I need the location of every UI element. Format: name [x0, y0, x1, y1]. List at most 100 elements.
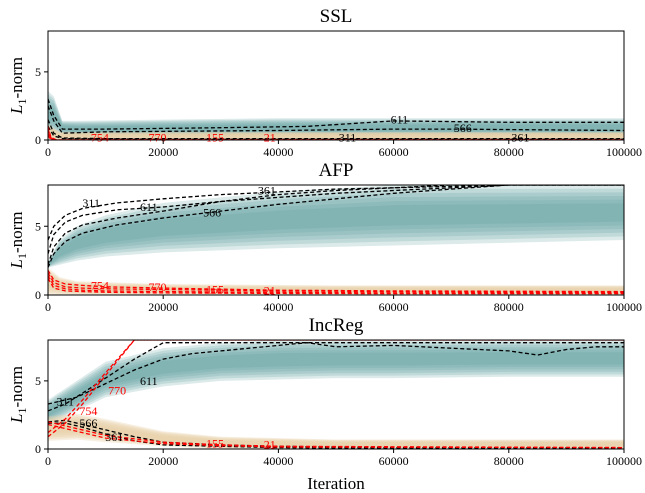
band-1-layer-3	[48, 418, 624, 448]
band-0-layer-1	[48, 188, 624, 268]
plot-area	[48, 90, 624, 140]
plot-area	[48, 340, 624, 449]
band-0-layer-3	[48, 99, 624, 135]
panel-ssl: 611 566 311 361 754 770 155 21 0 20000 40000 60000 8…	[7, 6, 642, 159]
panel-title: IncReg	[309, 315, 364, 336]
x-tick-label: 20000	[148, 454, 178, 468]
y-axis-label: L1-norm	[7, 366, 29, 424]
y-tick-label: 0	[35, 288, 41, 302]
x-tick-label: 0	[45, 300, 51, 314]
series-label-155: 155	[206, 437, 224, 451]
band-0-layer-2	[48, 344, 624, 422]
band-1-layer-2	[48, 125, 624, 139]
series-label-754: 754	[79, 404, 97, 418]
band-0-layer-0	[48, 90, 624, 138]
x-tick-label: 80000	[494, 145, 524, 159]
x-tick-label: 80000	[494, 454, 524, 468]
series-line-611	[48, 342, 624, 405]
x-tick-label: 100000	[606, 145, 642, 159]
y-tick-label: 5	[35, 374, 41, 388]
series-line-566	[48, 185, 624, 268]
band-1-layer-5	[48, 129, 624, 138]
series-line-611	[48, 185, 624, 254]
x-tick-label: 60000	[379, 300, 409, 314]
series-line-361	[48, 422, 624, 449]
series-label-361: 361	[105, 430, 123, 444]
series-label-311: 311	[56, 394, 74, 408]
series-line-754	[48, 340, 624, 434]
band-1-layer-5	[48, 422, 624, 446]
band-0-layer-4	[48, 349, 624, 418]
series-label-566: 566	[454, 121, 472, 135]
series-line-21	[48, 423, 624, 449]
x-tick-label: 100000	[606, 454, 642, 468]
y-tick-label: 5	[35, 65, 41, 79]
x-axis-label: Iteration	[307, 474, 365, 493]
series-label-770: 770	[148, 130, 166, 144]
band-0-layer-5	[48, 352, 624, 417]
panel-increg: 311 611 566 361 754 770 155 21 0 20000 40000 60000 8…	[7, 315, 642, 493]
series-label-155: 155	[206, 130, 224, 144]
series-line-566	[48, 419, 624, 449]
series-label-566: 566	[79, 416, 97, 430]
series-line-21	[48, 278, 624, 295]
x-tick-label: 60000	[379, 145, 409, 159]
series-label-770: 770	[108, 384, 126, 398]
band-1-layer-2	[48, 417, 624, 448]
series-line-311	[48, 342, 624, 412]
band-0-layer-1	[48, 342, 624, 423]
panel-title: SSL	[320, 6, 353, 27]
band-0-layer-3	[48, 347, 624, 420]
series-line-770	[48, 272, 624, 293]
band-0-layer-2	[48, 96, 624, 136]
x-tick-label: 40000	[263, 145, 293, 159]
panel-afp: 311 611 361 566 754 770 155 21 0 20000 40000 60000 8…	[7, 160, 642, 314]
panel-title: AFP	[319, 160, 354, 181]
y-tick-label: 0	[35, 442, 41, 456]
x-tick-label: 0	[45, 454, 51, 468]
series-line-361	[48, 126, 624, 140]
band-1-layer-3	[48, 126, 624, 139]
x-tick-label: 20000	[148, 145, 178, 159]
band-0-layer-4	[48, 199, 624, 267]
series-label-311: 311	[82, 196, 100, 210]
series-label-611: 611	[140, 200, 158, 214]
x-tick-label: 80000	[494, 300, 524, 314]
band-1-layer-1	[48, 124, 624, 140]
axes-frame	[47, 339, 625, 450]
y-axis-label: L1-norm	[7, 211, 29, 269]
band-0-layer-3	[48, 196, 624, 267]
series-label-770: 770	[148, 280, 166, 294]
series-line-311	[48, 185, 624, 241]
series-line-361	[48, 185, 624, 266]
band-1-layer-4	[48, 420, 624, 447]
band-0-layer-5	[48, 105, 624, 132]
band-1-layer-0	[48, 123, 624, 140]
series-line-566	[48, 105, 624, 134]
series-label-611: 611	[391, 113, 409, 127]
series-label-611: 611	[140, 374, 158, 388]
x-tick-label: 40000	[263, 454, 293, 468]
series-line-155	[48, 421, 624, 449]
series-line-311	[48, 119, 624, 140]
x-tick-label: 20000	[148, 300, 178, 314]
band-0-layer-5	[48, 203, 624, 266]
series-line-754	[48, 269, 624, 293]
series-label-361: 361	[511, 130, 529, 144]
series-line-155	[48, 275, 624, 294]
y-tick-label: 0	[35, 133, 41, 147]
band-0-layer-1	[48, 93, 624, 137]
series-label-21: 21	[264, 437, 276, 451]
x-tick-label: 60000	[379, 454, 409, 468]
x-tick-label: 100000	[606, 300, 642, 314]
series-label-566: 566	[203, 206, 221, 220]
band-1-layer-0	[48, 413, 624, 449]
plot-area	[48, 185, 624, 295]
series-label-754: 754	[91, 279, 109, 293]
series-label-311: 311	[339, 130, 357, 144]
series-line-770	[48, 340, 624, 438]
band-0-layer-4	[48, 102, 624, 133]
band-0-layer-2	[48, 192, 624, 267]
series-line-611	[48, 98, 624, 130]
